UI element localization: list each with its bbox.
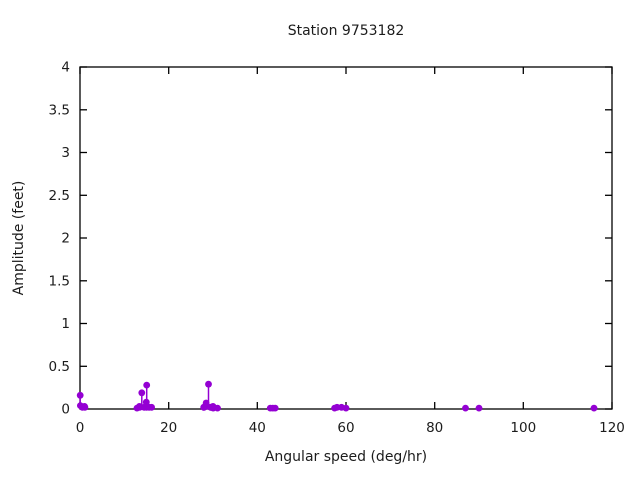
data-point [148, 403, 156, 411]
y-tick-label: 2 [61, 231, 70, 247]
y-tick-label: 1.5 [49, 273, 70, 289]
data-point [143, 381, 151, 389]
y-tick-label: 0.5 [49, 359, 70, 375]
chart-title: Station 9753182 [287, 23, 405, 39]
y-tick-label: 2.5 [49, 188, 70, 204]
x-tick-label: 100 [510, 420, 536, 436]
data-point [462, 404, 469, 412]
x-tick-label: 60 [337, 420, 354, 436]
x-tick-label: 40 [249, 420, 266, 436]
x-tick-label: 20 [160, 420, 177, 436]
data-series [76, 380, 598, 412]
x-axis-label: Angular speed (deg/hr) [264, 449, 428, 465]
y-tick-label: 0 [61, 402, 70, 418]
data-point [81, 403, 89, 411]
y-tick-label: 1 [61, 316, 70, 332]
y-tick-label: 4 [61, 60, 70, 76]
data-point [271, 404, 279, 412]
data-point [214, 404, 221, 412]
data-point [205, 380, 212, 388]
data-point [76, 391, 84, 399]
data-point [138, 389, 146, 397]
x-tick-label: 120 [599, 420, 625, 436]
y-tick-label: 3 [61, 145, 70, 161]
x-tick-label: 80 [426, 420, 443, 436]
y-tick-label: 3.5 [49, 102, 70, 118]
data-point [342, 404, 350, 412]
data-point [475, 404, 483, 412]
data-point [590, 404, 598, 412]
axes: 0 20 40 60 80 100 120 0 0.5 1 1.5 2 2.5 3 3.5 4 [49, 60, 625, 437]
x-tick-label: 0 [76, 420, 85, 436]
plot-border [79, 66, 613, 410]
